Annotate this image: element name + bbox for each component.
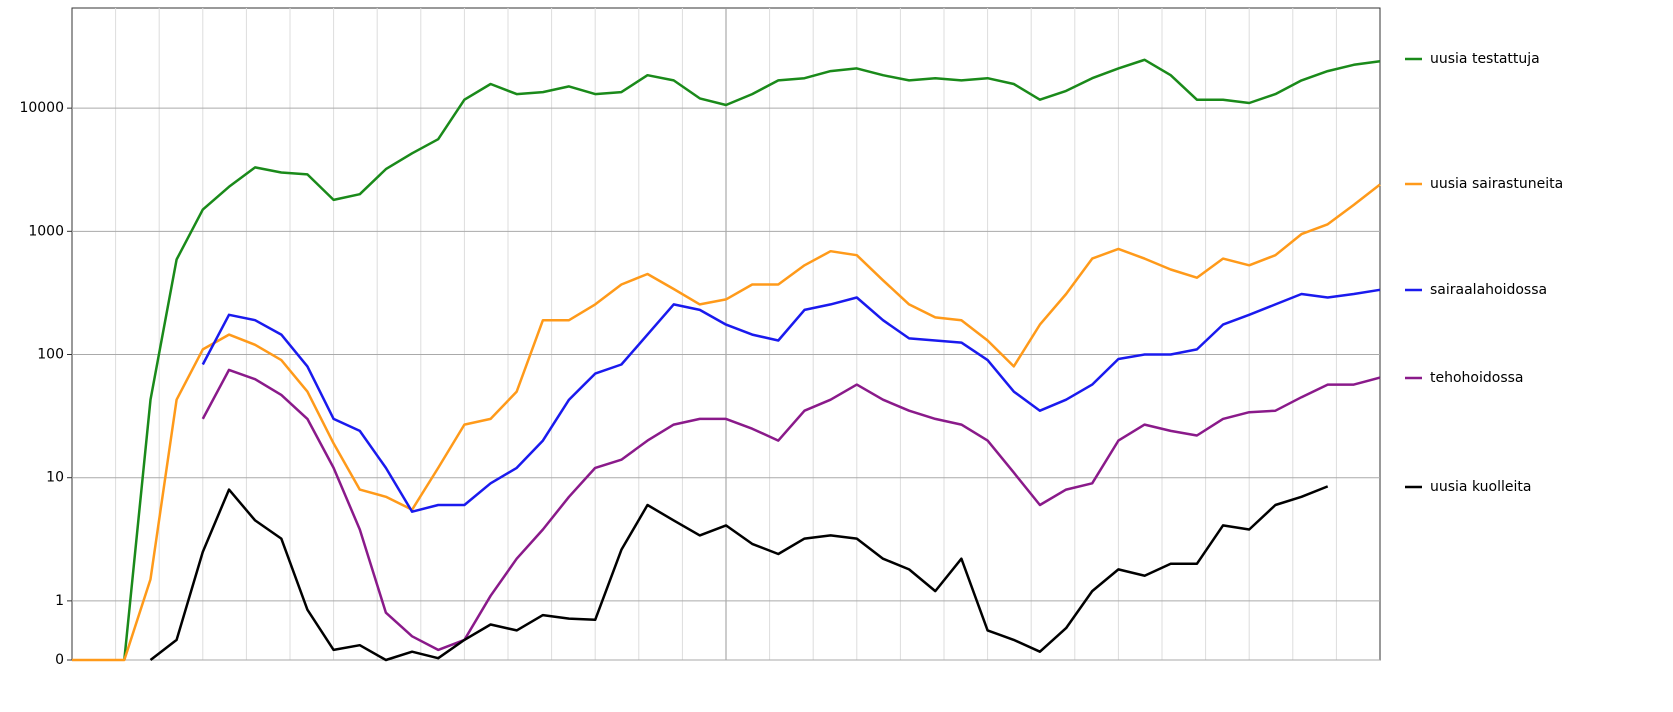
y-tick-label: 10	[46, 470, 64, 486]
legend-label: sairaalahoidossa	[1430, 282, 1547, 298]
legend-label: uusia sairastuneita	[1430, 176, 1563, 192]
y-tick-label: 100	[37, 347, 64, 363]
series-line	[201, 288, 1381, 513]
legend-label: uusia kuolleita	[1430, 479, 1531, 495]
series-line	[123, 58, 1381, 661]
y-tick-label: 0	[55, 652, 64, 668]
legend-label: tehohoidossa	[1430, 370, 1524, 386]
legend-label: uusia testattuja	[1430, 51, 1540, 67]
series-line	[201, 368, 1381, 652]
series-line	[72, 183, 1381, 662]
series-line	[149, 485, 1329, 662]
y-tick-label: 1000	[28, 223, 64, 239]
y-tick-label: 10000	[19, 100, 64, 116]
y-tick-label: 1	[55, 593, 64, 609]
